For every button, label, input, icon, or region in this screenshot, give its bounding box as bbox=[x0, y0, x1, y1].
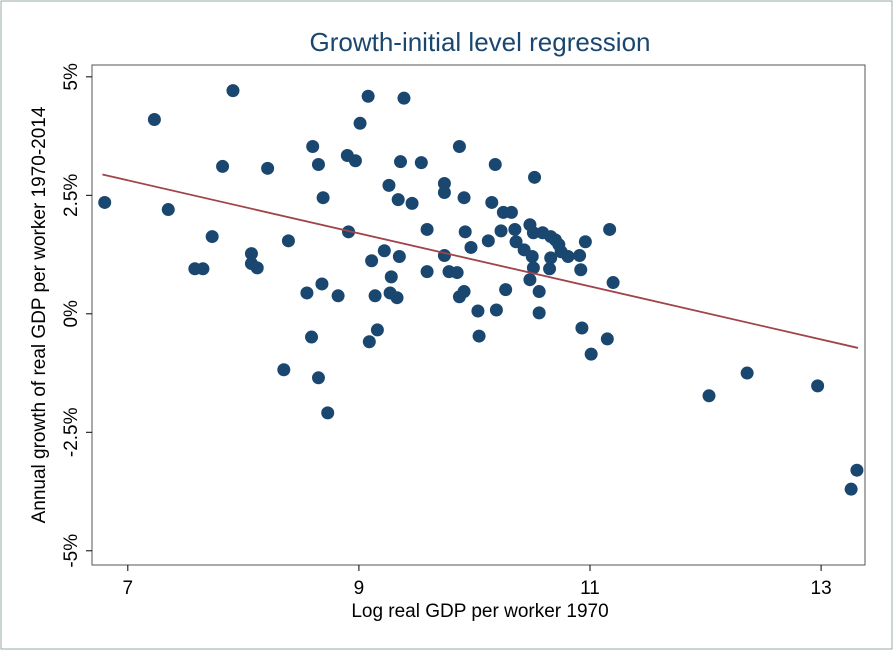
point bbox=[216, 159, 230, 173]
point bbox=[603, 222, 617, 236]
point bbox=[226, 84, 240, 98]
point bbox=[458, 225, 472, 239]
point bbox=[600, 332, 614, 346]
point bbox=[390, 291, 404, 305]
point bbox=[348, 154, 362, 168]
point bbox=[504, 205, 518, 219]
point bbox=[437, 176, 451, 190]
point bbox=[472, 329, 486, 343]
point bbox=[205, 230, 219, 244]
point bbox=[584, 347, 598, 361]
point bbox=[575, 321, 589, 335]
x-tick-label: 9 bbox=[354, 578, 365, 599]
point bbox=[147, 113, 161, 127]
point bbox=[450, 266, 464, 280]
point bbox=[532, 306, 546, 320]
y-tick-label: -5% bbox=[61, 534, 82, 568]
point bbox=[311, 371, 325, 385]
point bbox=[420, 222, 434, 236]
point bbox=[250, 261, 264, 275]
point bbox=[392, 249, 406, 263]
point bbox=[544, 251, 558, 265]
point bbox=[161, 203, 175, 217]
point bbox=[702, 389, 716, 403]
y-tick-label: -2.5% bbox=[61, 407, 82, 457]
y-tick-label: 2.5% bbox=[61, 174, 82, 217]
point bbox=[311, 158, 325, 172]
point bbox=[437, 185, 451, 199]
point bbox=[305, 330, 319, 344]
point bbox=[377, 244, 391, 258]
point bbox=[481, 234, 495, 248]
point bbox=[414, 156, 428, 170]
point bbox=[370, 323, 384, 337]
point bbox=[509, 235, 523, 249]
point bbox=[331, 289, 345, 303]
y-tick-label: 0% bbox=[61, 300, 82, 328]
point bbox=[526, 261, 540, 275]
point bbox=[523, 273, 537, 287]
point bbox=[464, 240, 478, 254]
point bbox=[382, 178, 396, 192]
y-tick-label: 5% bbox=[61, 63, 82, 91]
point bbox=[397, 91, 411, 105]
point bbox=[315, 277, 329, 291]
point bbox=[261, 161, 275, 175]
point bbox=[244, 247, 258, 261]
point bbox=[471, 304, 485, 318]
point bbox=[394, 155, 408, 169]
x-tick-label: 7 bbox=[123, 578, 134, 599]
point bbox=[384, 270, 398, 284]
point bbox=[300, 286, 314, 300]
x-axis-label: Log real GDP per worker 1970 bbox=[351, 601, 608, 622]
fit-line bbox=[102, 173, 859, 349]
point bbox=[488, 158, 502, 172]
point bbox=[740, 366, 754, 380]
chart-title: Growth-initial level regression bbox=[309, 27, 650, 57]
point bbox=[606, 276, 620, 290]
point bbox=[306, 140, 320, 154]
point bbox=[277, 363, 291, 377]
point bbox=[578, 235, 592, 249]
point bbox=[525, 249, 539, 263]
x-tick-label: 11 bbox=[580, 578, 600, 599]
point bbox=[452, 290, 466, 304]
point bbox=[508, 222, 522, 236]
point bbox=[361, 89, 375, 103]
point bbox=[850, 463, 864, 477]
point bbox=[420, 265, 434, 279]
y-axis-label: Annual growth of real GDP per worker 197… bbox=[29, 106, 50, 523]
point bbox=[405, 196, 419, 210]
point bbox=[353, 116, 367, 130]
point bbox=[485, 195, 499, 209]
point bbox=[457, 191, 471, 205]
point bbox=[574, 263, 588, 277]
point bbox=[844, 482, 858, 496]
point bbox=[365, 254, 379, 268]
point bbox=[526, 226, 540, 240]
point bbox=[391, 193, 405, 207]
point bbox=[452, 140, 466, 154]
point bbox=[573, 249, 587, 263]
point bbox=[196, 262, 210, 276]
point bbox=[499, 283, 513, 297]
point bbox=[811, 379, 825, 393]
point bbox=[437, 249, 451, 263]
x-tick-label: 13 bbox=[811, 578, 832, 599]
point bbox=[281, 234, 295, 248]
point bbox=[362, 335, 376, 349]
point bbox=[494, 224, 508, 238]
point bbox=[489, 303, 503, 317]
point bbox=[561, 249, 575, 263]
point bbox=[368, 289, 382, 303]
point bbox=[528, 170, 542, 184]
point bbox=[316, 191, 330, 205]
point bbox=[532, 285, 546, 299]
point bbox=[98, 195, 112, 209]
point bbox=[543, 262, 557, 276]
point bbox=[321, 406, 335, 420]
